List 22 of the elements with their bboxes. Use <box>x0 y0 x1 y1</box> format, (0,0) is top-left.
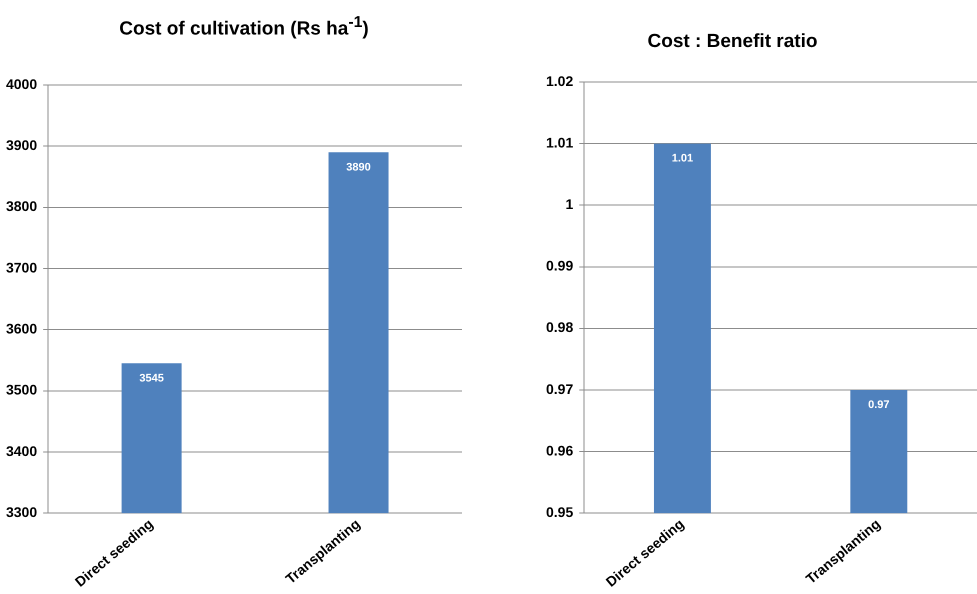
data-label: 1.01 <box>672 152 694 165</box>
data-label: 3545 <box>139 372 164 384</box>
y-tick-label: 3900 <box>6 137 38 154</box>
y-tick-label: 0.98 <box>546 319 574 336</box>
y-tick-label: 0.95 <box>546 504 574 520</box>
y-tick-label: 3300 <box>6 504 38 520</box>
y-tick-label: 0.99 <box>546 258 574 274</box>
chart-title: Cost of cultivation (Rs ha$^{-1}$) <box>118 14 370 40</box>
y-tick-label: 3700 <box>6 259 38 276</box>
chart-title: Cost : Benefit ratio <box>646 31 818 53</box>
y-tick-label: 1 <box>565 196 574 212</box>
data-label: 3890 <box>346 161 371 174</box>
y-tick-label: 0.97 <box>546 380 574 397</box>
y-tick-label: 1.01 <box>546 134 574 150</box>
y-tick-label: 0.96 <box>546 442 574 458</box>
data-label: 0.97 <box>868 398 890 411</box>
y-tick-label: 3800 <box>6 198 38 214</box>
y-tick-label: 4000 <box>6 76 38 92</box>
y-tick-label: 3600 <box>6 320 38 336</box>
y-tick-label: 3400 <box>6 442 38 459</box>
y-tick-label: 3500 <box>6 382 38 398</box>
y-tick-label: 1.02 <box>546 72 574 89</box>
